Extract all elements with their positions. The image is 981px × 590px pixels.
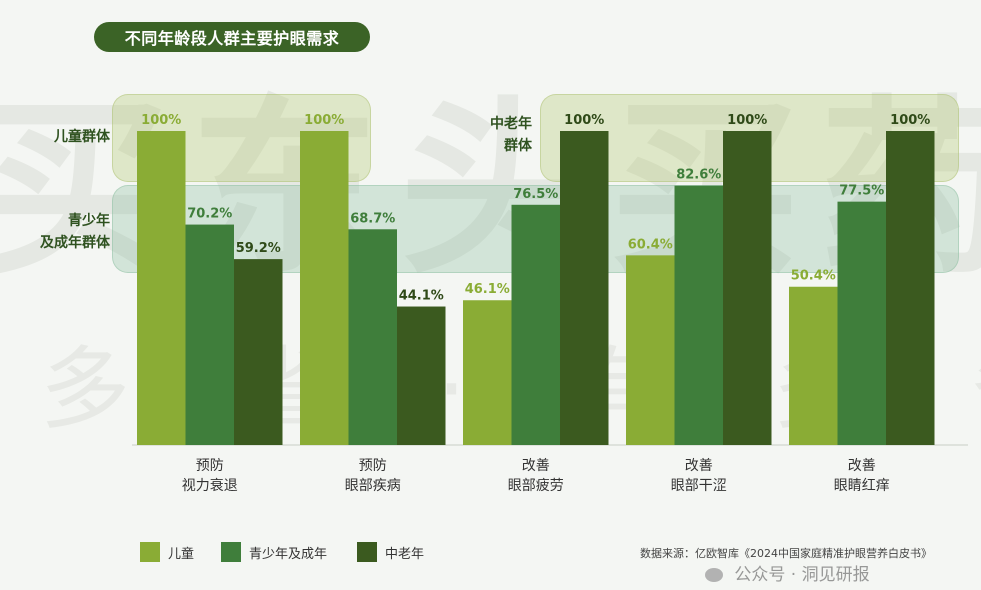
bar-teen xyxy=(837,201,886,445)
bar-elder xyxy=(886,131,935,445)
data-label-elder: 59.2% xyxy=(236,241,281,256)
bar-elder xyxy=(560,131,609,445)
legend-label-child: 儿童 xyxy=(168,546,195,562)
category-label: 预防 xyxy=(359,458,387,474)
band-elder-label-line2: 群体 xyxy=(504,138,532,154)
band-teen-label-line1: 青少年 xyxy=(68,213,110,229)
data-label-child: 100% xyxy=(304,113,344,128)
data-label-elder: 44.1% xyxy=(399,289,444,304)
bar-elder xyxy=(234,259,283,445)
data-label-teen: 76.5% xyxy=(513,187,558,202)
category-label: 改善 xyxy=(685,458,713,474)
wechat-watermark: 公众号 · 洞见研报 xyxy=(705,560,870,585)
chart-title: 不同年龄段人群主要护眼需求 xyxy=(94,22,370,52)
category-label: 眼部疾病 xyxy=(345,478,401,494)
category-label: 视力衰退 xyxy=(182,477,238,494)
data-label-teen: 68.7% xyxy=(350,211,395,226)
data-label-teen: 70.2% xyxy=(187,207,232,222)
category-label: 眼部疲劳 xyxy=(508,477,564,494)
band-teen-label: 青少年 及成年群体 xyxy=(10,210,110,254)
category-label: 改善 xyxy=(522,458,550,474)
bar-elder xyxy=(397,306,446,445)
bar-teen xyxy=(511,204,560,445)
band-elder-label: 中老年 群体 xyxy=(440,113,532,157)
bar-child xyxy=(137,131,186,445)
data-label-child: 50.4% xyxy=(791,269,836,284)
data-label-teen: 77.5% xyxy=(839,184,884,199)
legend-item-elder: 中老年 xyxy=(357,542,424,562)
legend-label-elder: 中老年 xyxy=(385,546,425,562)
data-label-elder: 100% xyxy=(890,113,930,128)
wechat-text: 公众号 · 洞见研报 xyxy=(734,565,870,585)
category-label: 改善 xyxy=(848,458,876,474)
bar-teen xyxy=(674,185,723,446)
legend-label-teen: 青少年及成年 xyxy=(249,546,328,562)
category-label: 眼睛红痒 xyxy=(834,478,890,494)
legend-swatch-elder xyxy=(357,542,377,562)
band-teen-label-line2: 及成年群体 xyxy=(40,235,110,251)
bar-child xyxy=(463,300,512,445)
data-label-child: 46.1% xyxy=(465,282,510,297)
category-label: 眼部干涩 xyxy=(671,478,727,494)
data-label-child: 60.4% xyxy=(628,237,673,252)
data-label-child: 100% xyxy=(141,113,181,128)
bar-child xyxy=(300,131,349,445)
legend-item-teen: 青少年及成年 xyxy=(221,542,327,562)
data-label-teen: 82.6% xyxy=(676,168,721,183)
data-label-elder: 100% xyxy=(564,113,604,128)
bar-teen xyxy=(348,229,397,445)
wechat-icon xyxy=(705,568,723,582)
band-child-label: 儿童群体 xyxy=(54,129,110,145)
legend-item-child: 儿童 xyxy=(140,542,194,562)
legend-swatch-teen xyxy=(221,542,241,562)
category-label: 预防 xyxy=(196,458,224,474)
legend-swatch-child xyxy=(140,542,160,562)
bar-teen xyxy=(185,224,234,445)
band-elder-label-line1: 中老年 xyxy=(490,116,532,132)
data-label-elder: 100% xyxy=(727,113,767,128)
bar-child xyxy=(626,255,675,445)
data-source: 数据来源：亿欧智库《2024中国家庭精准护眼营养白皮书》 xyxy=(640,547,932,560)
bar-elder xyxy=(723,131,772,445)
bar-child xyxy=(789,286,838,445)
